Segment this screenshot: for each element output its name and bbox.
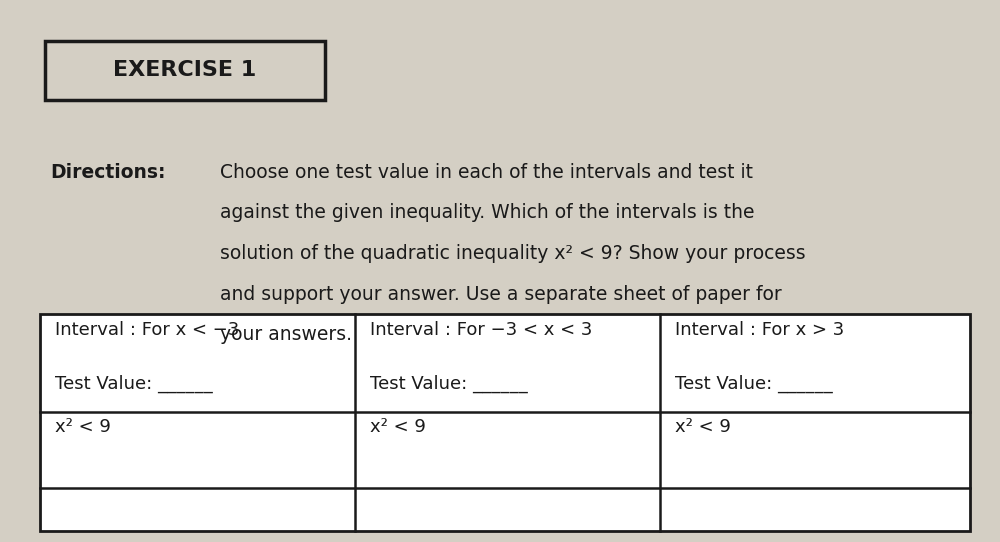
Text: Test Value: ______: Test Value: ______ bbox=[55, 375, 213, 393]
Text: x² < 9: x² < 9 bbox=[55, 418, 111, 436]
Text: your answers.: your answers. bbox=[220, 325, 352, 344]
Text: EXERCISE 1: EXERCISE 1 bbox=[113, 61, 257, 80]
Text: x² < 9: x² < 9 bbox=[370, 418, 426, 436]
Text: against the given inequality. Which of the intervals is the: against the given inequality. Which of t… bbox=[220, 203, 755, 222]
Text: solution of the quadratic inequality x² < 9? Show your process: solution of the quadratic inequality x² … bbox=[220, 244, 806, 263]
Bar bbox=[40, 314, 970, 531]
Text: Interval : For x > 3: Interval : For x > 3 bbox=[675, 321, 844, 339]
Text: x² < 9: x² < 9 bbox=[675, 418, 731, 436]
Text: and support your answer. Use a separate sheet of paper for: and support your answer. Use a separate … bbox=[220, 285, 782, 304]
Text: Interval : For x < −3: Interval : For x < −3 bbox=[55, 321, 239, 339]
Text: Choose one test value in each of the intervals and test it: Choose one test value in each of the int… bbox=[220, 163, 753, 182]
FancyBboxPatch shape bbox=[45, 41, 325, 100]
Text: Interval : For −3 < x < 3: Interval : For −3 < x < 3 bbox=[370, 321, 592, 339]
Text: Directions:: Directions: bbox=[50, 163, 166, 182]
Text: Test Value: ______: Test Value: ______ bbox=[370, 375, 528, 393]
Text: Test Value: ______: Test Value: ______ bbox=[675, 375, 833, 393]
